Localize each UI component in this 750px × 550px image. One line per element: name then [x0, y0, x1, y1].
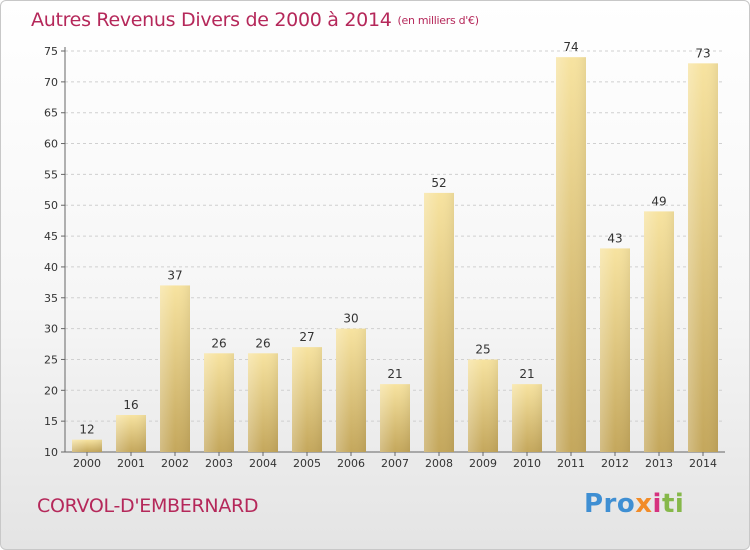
data-label: 25 — [475, 342, 490, 356]
y-tick-label: 55 — [44, 168, 58, 181]
data-label: 27 — [299, 330, 314, 344]
data-label: 21 — [387, 367, 402, 381]
bar-shade-2007 — [380, 384, 410, 452]
bar-shade-2003 — [204, 353, 234, 452]
bar-shade-2002 — [160, 285, 190, 452]
bar-shade-2000 — [72, 439, 102, 452]
data-label: 12 — [79, 423, 94, 437]
bar-shade-2010 — [512, 384, 542, 452]
data-label: 52 — [431, 176, 446, 190]
x-tick-label: 2001 — [117, 457, 145, 470]
x-tick-label: 2006 — [337, 457, 365, 470]
y-tick-label: 10 — [44, 446, 58, 459]
y-tick-label: 60 — [44, 138, 58, 151]
y-tick-label: 50 — [44, 199, 58, 212]
bar-shade-2014 — [688, 63, 718, 452]
x-tick-label: 2009 — [469, 457, 497, 470]
x-tick-label: 2011 — [557, 457, 585, 470]
chart-title-text: Autres Revenus Divers de 2000 à 2014 — [31, 9, 392, 31]
x-tick-label: 2014 — [689, 457, 717, 470]
x-tick-label: 2000 — [73, 457, 101, 470]
data-label: 30 — [343, 312, 358, 326]
bar-shade-2012 — [600, 248, 630, 452]
x-tick-label: 2012 — [601, 457, 629, 470]
bar-shade-2004 — [248, 353, 278, 452]
y-tick-label: 20 — [44, 384, 58, 397]
bar-shade-2001 — [116, 414, 146, 452]
bars — [72, 57, 718, 453]
x-tick-label: 2007 — [381, 457, 409, 470]
data-label: 73 — [695, 46, 710, 60]
unit-label: (en milliers d'€) — [397, 14, 479, 27]
x-tick-label: 2013 — [645, 457, 673, 470]
x-tick-label: 2004 — [249, 457, 277, 470]
labels: 10 15 20 25 30 35 40 45 50 55 60 65 70 75 2000 12 2001 16… — [44, 40, 717, 470]
data-label: 49 — [651, 194, 666, 208]
data-label: 37 — [167, 268, 182, 282]
bar-shade-2011 — [556, 57, 586, 453]
y-tick-label: 65 — [44, 107, 58, 120]
x-tick-label: 2005 — [293, 457, 321, 470]
proxiti-logo: Proxiti — [584, 489, 685, 519]
y-tick-label: 15 — [44, 415, 58, 428]
data-label: 26 — [255, 336, 270, 350]
y-tick-label: 75 — [44, 45, 58, 58]
y-tick-label: 45 — [44, 230, 58, 243]
bar-shade-2013 — [644, 211, 674, 452]
data-label: 26 — [211, 336, 226, 350]
bar-shade-2008 — [424, 192, 454, 452]
bar-shade-2006 — [336, 328, 366, 452]
data-label: 43 — [607, 231, 622, 245]
y-tick-label: 25 — [44, 353, 58, 366]
y-tick-label: 35 — [44, 292, 58, 305]
x-tick-label: 2002 — [161, 457, 189, 470]
y-tick-label: 70 — [44, 76, 58, 89]
data-label: 21 — [519, 367, 534, 381]
y-tick-label: 30 — [44, 323, 58, 336]
bar-shade-2005 — [292, 347, 322, 452]
bar-shade-2009 — [468, 359, 498, 452]
chart-title: Autres Revenus Divers de 2000 à 2014 (en … — [31, 9, 479, 31]
x-tick-label: 2003 — [205, 457, 233, 470]
y-tick-label: 40 — [44, 261, 58, 274]
commune-name: CORVOL-D'EMBERNARD — [37, 495, 259, 517]
x-tick-label: 2008 — [425, 457, 453, 470]
data-label: 74 — [563, 40, 578, 54]
x-tick-label: 2010 — [513, 457, 541, 470]
data-label: 16 — [123, 398, 138, 412]
